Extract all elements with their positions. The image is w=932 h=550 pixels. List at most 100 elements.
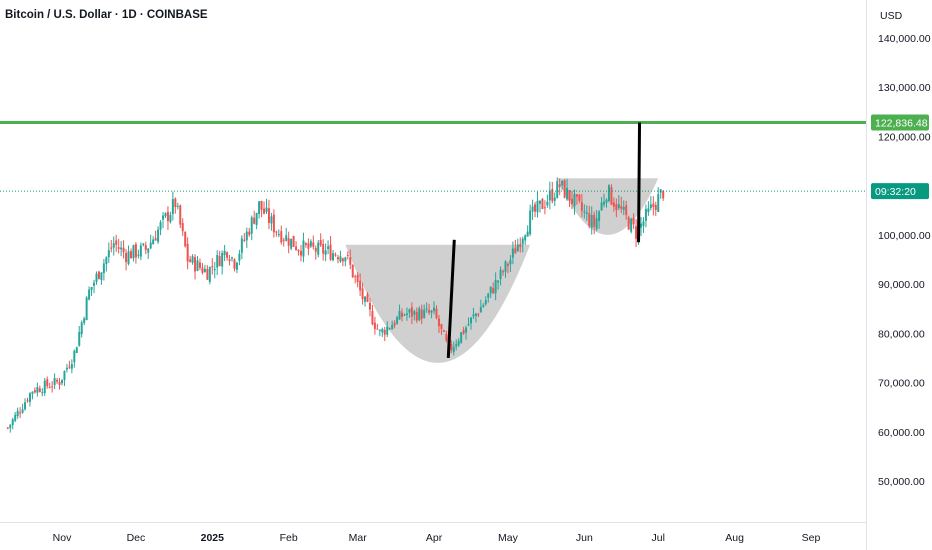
candle-body: [524, 235, 527, 241]
candle: [460, 332, 463, 344]
candle: [339, 250, 342, 263]
candle-body: [319, 239, 322, 246]
x-tick-label: Apr: [426, 532, 443, 544]
currency-label[interactable]: USD: [880, 10, 903, 22]
candle-body: [600, 202, 603, 211]
candle-body: [137, 254, 140, 256]
candle-body: [649, 204, 652, 209]
candle-body: [186, 243, 189, 262]
candle: [474, 312, 477, 323]
candle-body: [647, 208, 650, 213]
candle-body: [364, 296, 367, 302]
candle: [479, 299, 482, 313]
candle-body: [250, 217, 253, 234]
candle-body: [420, 309, 423, 319]
candle-body: [531, 206, 534, 212]
candle-body: [504, 261, 507, 272]
candle-body: [543, 207, 546, 209]
candle-body: [484, 300, 487, 305]
candle-body: [465, 327, 468, 333]
candle: [396, 315, 399, 325]
candle: [302, 232, 305, 263]
candle-body: [341, 258, 344, 262]
candle-body: [46, 379, 49, 387]
current-price-tag: 09:32:20: [871, 183, 929, 200]
candle: [334, 252, 337, 257]
candle: [63, 370, 66, 387]
candle-body: [226, 252, 229, 258]
candle: [600, 197, 603, 211]
candle-body: [393, 322, 396, 326]
candle: [489, 286, 492, 298]
candle: [590, 206, 593, 235]
candle: [68, 360, 71, 370]
candle-body: [359, 280, 362, 291]
candle-body: [142, 243, 145, 245]
candle-body: [423, 309, 426, 318]
x-tick-label: Aug: [725, 532, 744, 544]
candle-body: [189, 259, 192, 262]
candle-body: [56, 379, 59, 382]
candle-body: [598, 211, 601, 222]
candle: [120, 241, 123, 257]
candles-layer: [6, 177, 665, 433]
candle: [295, 241, 298, 251]
candle-body: [24, 402, 27, 410]
candle-body: [415, 311, 418, 321]
candle: [514, 239, 517, 254]
candle-body: [477, 314, 480, 316]
candle: [635, 219, 638, 247]
candle-body: [410, 307, 413, 317]
candle: [361, 282, 364, 305]
candle-body: [243, 239, 246, 241]
candle-body: [497, 280, 500, 283]
candle: [53, 373, 56, 390]
candle-body: [245, 231, 248, 241]
candle-body: [506, 264, 509, 266]
candle-body: [378, 330, 381, 332]
candle-body: [53, 377, 56, 386]
candle: [280, 225, 283, 245]
candle-body: [152, 239, 155, 245]
candle-body: [127, 251, 130, 264]
candle-body: [361, 288, 364, 300]
measure-line-handle[interactable]: [637, 122, 642, 243]
candle: [16, 407, 19, 419]
candle: [401, 308, 404, 322]
candle: [164, 212, 167, 219]
candle-body: [479, 306, 482, 313]
candle-body: [430, 310, 433, 313]
candle-body: [376, 328, 379, 330]
candle: [312, 235, 315, 250]
candle: [622, 200, 625, 216]
candle: [184, 231, 187, 248]
candle: [115, 234, 118, 252]
candle-body: [149, 242, 152, 249]
candle-body: [129, 251, 132, 259]
price-axis[interactable]: USD 140,000.00 130,000.00 120,000.00 100,00…: [878, 10, 931, 488]
candle: [272, 209, 275, 238]
candle: [179, 204, 182, 229]
candle: [558, 178, 561, 196]
candle: [11, 417, 14, 430]
candle: [297, 249, 300, 256]
candle-body: [401, 312, 404, 317]
candle-body: [425, 308, 428, 310]
candle: [605, 198, 608, 208]
candle: [405, 307, 408, 321]
candle-body: [494, 279, 497, 294]
candle: [275, 230, 278, 237]
candle-body: [157, 229, 160, 242]
candle: [189, 255, 192, 263]
candle-body: [11, 419, 14, 425]
candle-body: [285, 235, 288, 241]
candle: [129, 248, 132, 259]
candle-body: [9, 424, 12, 428]
measure-line-cup[interactable]: [446, 239, 456, 359]
time-axis[interactable]: Nov Dec 2025 Feb Mar Apr May Jun Jul Aug Sep: [53, 532, 821, 544]
candle: [216, 250, 219, 276]
candle-body: [73, 350, 76, 363]
candle: [632, 213, 635, 229]
candle: [403, 313, 406, 317]
